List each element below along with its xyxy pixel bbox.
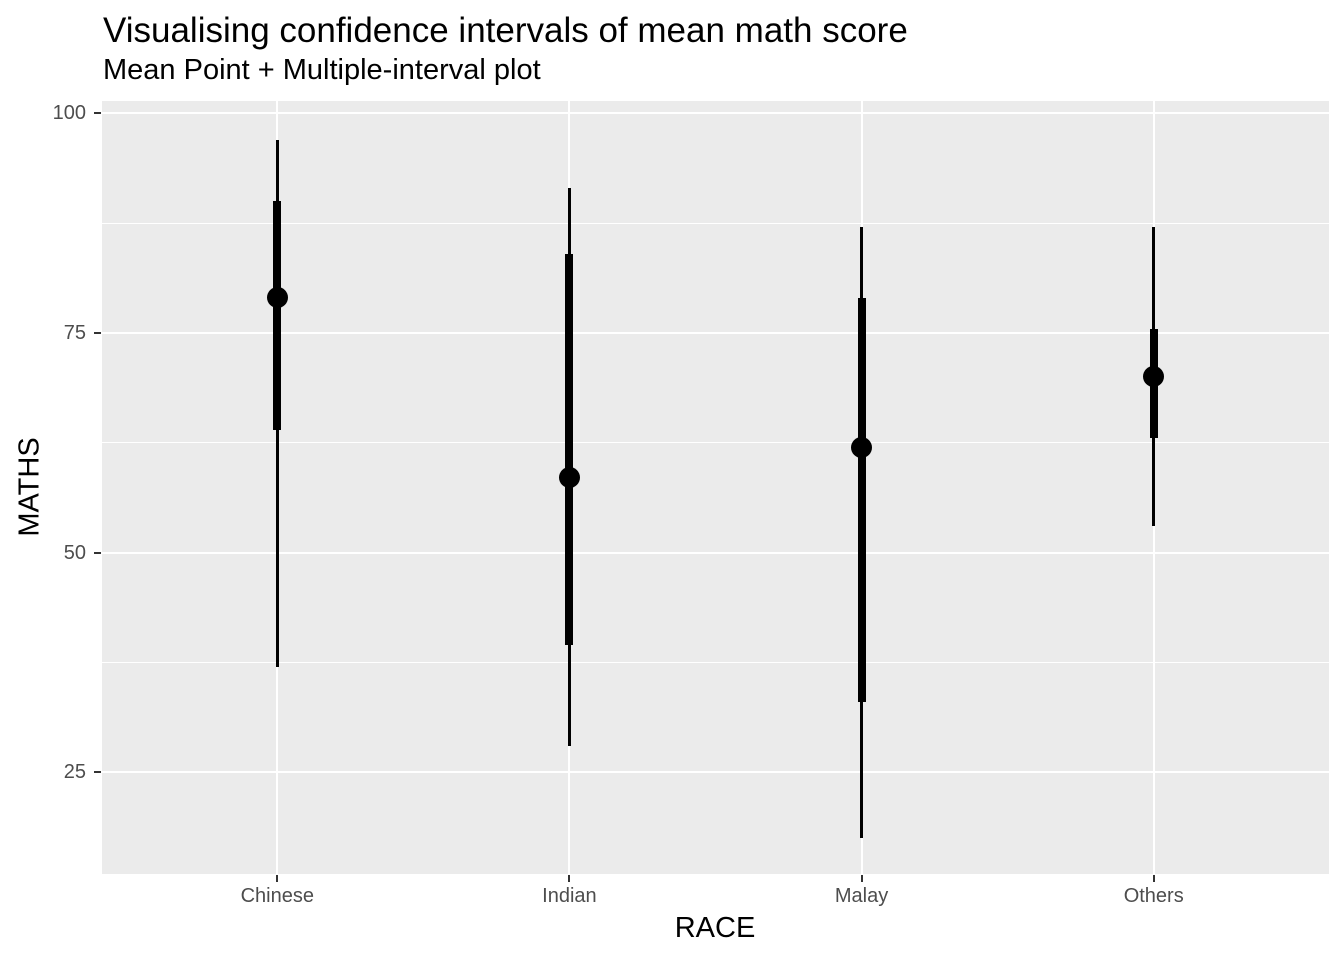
x-tick-mark [860,875,863,882]
gridline-major [102,331,1329,334]
x-tick-mark [568,875,571,882]
x-tick-label: Indian [542,885,597,907]
mean-point [266,287,288,309]
gridline-minor [102,442,1329,444]
x-tick-mark [276,875,279,882]
gridline-minor [102,222,1329,224]
plot-panel [102,101,1329,874]
x-tick-label: Malay [834,885,889,907]
gridline-major [102,771,1329,774]
y-tick-mark [94,112,101,115]
y-tick-mark [94,771,101,774]
x-tick-label: Others [1123,885,1184,907]
plot-subtitle: Mean Point + Multiple-interval plot [103,54,541,86]
thick-interval [273,201,282,430]
mean-point [558,467,580,489]
gridline-minor [102,661,1329,663]
y-tick-mark [94,331,101,334]
y-tick-label: 100 [52,102,86,125]
mean-point [851,436,873,458]
mean-point [1143,366,1165,388]
thick-interval [857,297,866,702]
y-axis-title: MATHS [13,437,46,537]
y-tick-label: 25 [63,761,86,784]
x-axis-title: RACE [674,912,756,944]
y-tick-label: 75 [63,321,86,344]
gridline-major [102,551,1329,554]
x-tick-label: Chinese [240,885,314,907]
x-tick-mark [1152,875,1155,882]
plot-title: Visualising confidence intervals of mean… [103,11,908,50]
gridline-major [102,112,1329,115]
thick-interval [565,253,574,645]
y-tick-mark [94,551,101,554]
y-tick-label: 50 [63,541,86,564]
